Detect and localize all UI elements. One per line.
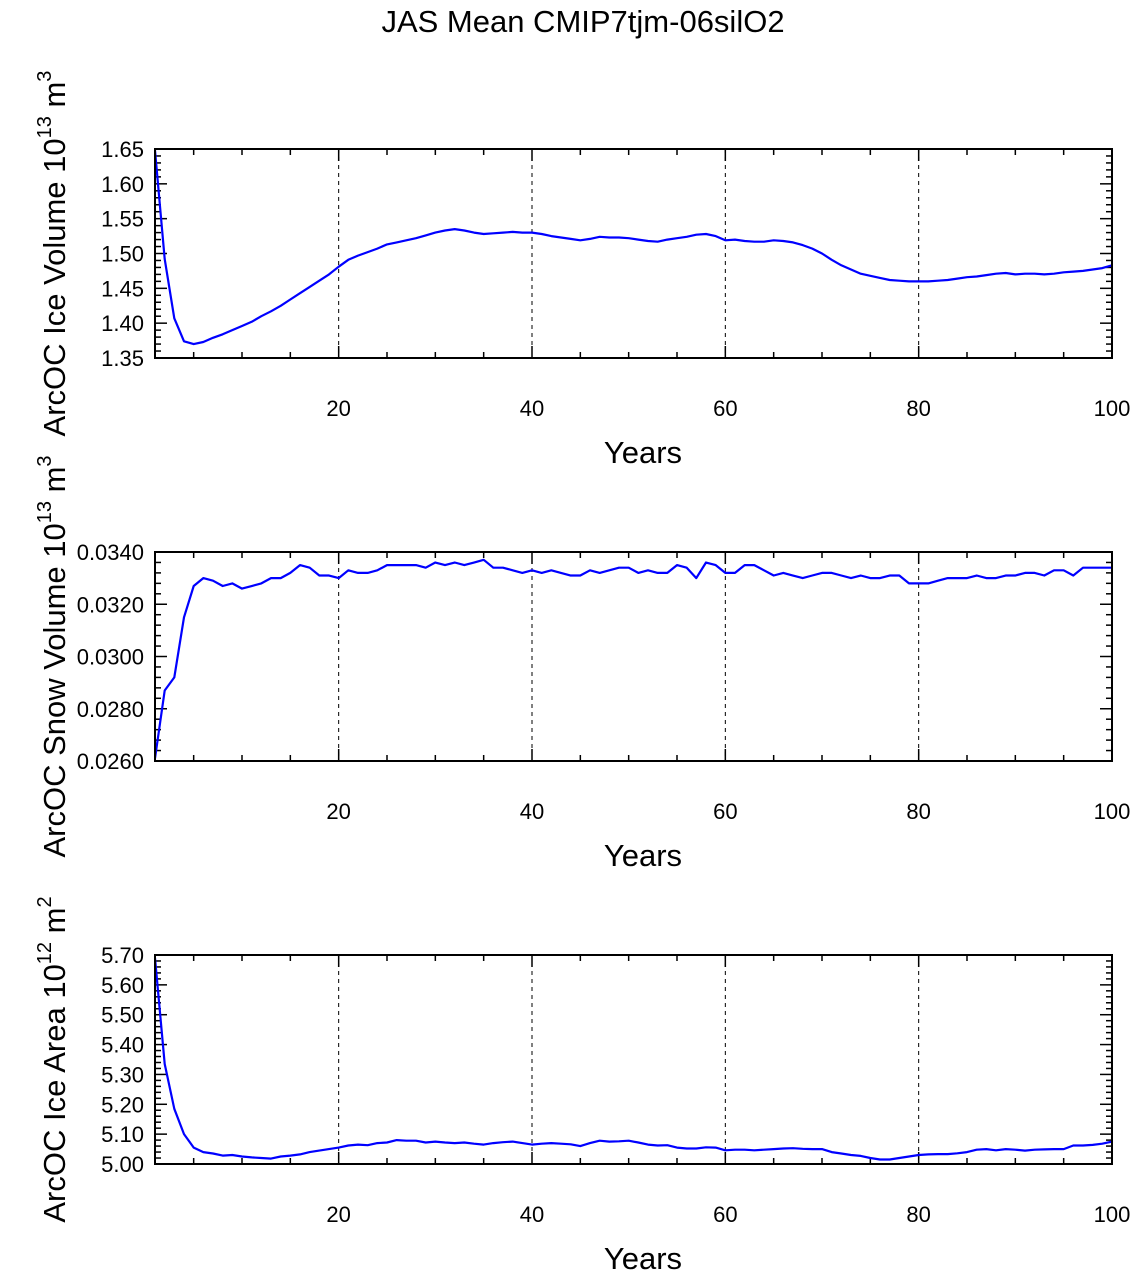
ice-area-ylabel-part-0: ArcOC Ice Area 10 [37,964,72,1222]
ice-volume-plot-frame [154,148,1113,359]
ice-area-xtick-label: 60 [713,1202,737,1227]
ice-area-ylabel-part-3: 2 [34,896,56,907]
snow-volume-ytick-label: 0.0300 [77,645,144,670]
ice-area-xtick-label: 20 [326,1202,350,1227]
ice-area-ylabel-part-1: 12 [34,942,56,964]
snow-volume-xtick-label: 80 [906,799,930,824]
ice-area-xtick-label: 100 [1094,1202,1131,1227]
ice-area-ytick-label: 5.30 [101,1062,144,1087]
ice-volume-xtick-label: 80 [906,396,930,421]
ice-volume-series-line [155,150,1112,346]
ice-area-ytick-label: 5.00 [101,1152,144,1177]
snow-volume-ylabel-part-2: m [37,467,72,501]
ice-area-xlabel: Years [604,1241,682,1274]
ice-area-plot-frame [154,954,1113,1165]
ice-volume-ytick-label: 1.35 [101,346,144,371]
ice-volume-panel: 20 40 60 80 100 1.35 1.40 1.45 1.50 1.55 1.60 1.65 Y… [34,71,1130,470]
ice-area-ytick-label: 5.20 [101,1092,144,1117]
snow-volume-xtick-label: 40 [520,799,544,824]
ice-volume-ylabel-part-1: 13 [34,116,56,138]
panels: 20 40 60 80 100 1.35 1.40 1.45 1.50 1.55 1.60 1.65 Y… [34,71,1130,1274]
ice-volume-ytick-label: 1.60 [101,172,144,197]
figure-title: JAS Mean CMIP7tjm-06silO2 [381,4,784,39]
ice-volume-xtick-label: 40 [520,396,544,421]
ice-volume-xlabel: Years [604,435,682,470]
snow-volume-series-line [155,558,1112,759]
ice-area-xtick-label: 80 [906,1202,930,1227]
ice-volume-xtick-label: 60 [713,396,737,421]
snow-volume-xtick-label: 20 [326,799,350,824]
ice-area-panel: 20 40 60 80 100 5.00 5.10 5.20 5.30 5.40 5.50 5.60 5… [34,896,1130,1274]
snow-volume-ylabel-part-1: 13 [34,501,56,523]
ice-area-ytick-label: 5.40 [101,1033,144,1058]
ice-area-ytick-label: 5.10 [101,1122,144,1147]
snow-volume-plot-frame [154,551,1113,762]
ice-area-xtick-label: 40 [520,1202,544,1227]
snow-volume-ytick-label: 0.0320 [77,592,144,617]
ice-volume-ylabel: ArcOC Ice Volume 1013 m3 [34,71,72,437]
ice-volume-xtick-label: 20 [326,396,350,421]
ice-volume-ylabel-part-2: m [37,82,72,116]
ice-area-ylabel: ArcOC Ice Area 1012 m2 [34,896,72,1222]
snow-volume-ylabel-part-3: 3 [34,455,56,466]
snow-volume-xlabel: Years [604,838,682,873]
ice-volume-ytick-label: 1.55 [101,207,144,232]
ice-volume-ylabel-part-3: 3 [34,71,56,82]
snow-volume-ylabel-part-0: ArcOC Snow Volume 10 [37,523,72,857]
snow-volume-ytick-label: 0.0340 [77,540,144,565]
ice-volume-ytick-label: 1.50 [101,242,144,267]
snow-volume-ytick-label: 0.0260 [77,749,144,774]
ice-volume-xtick-label: 100 [1094,396,1131,421]
ice-volume-ytick-label: 1.65 [101,137,144,162]
ice-area-ytick-label: 5.60 [101,973,144,998]
ice-area-ylabel-part-2: m [37,907,72,941]
ice-volume-ytick-label: 1.45 [101,276,144,301]
ice-area-ytick-label: 5.50 [101,1003,144,1028]
ice-area-series-line [155,957,1112,1161]
ice-volume-ylabel-part-0: ArcOC Ice Volume 10 [37,138,72,436]
snow-volume-panel: 20 40 60 80 100 0.0260 0.0280 0.0300 0.0320 0.034… [34,455,1130,873]
ice-area-ytick-label: 5.70 [101,943,144,968]
snow-volume-ytick-label: 0.0280 [77,697,144,722]
snow-volume-xtick-label: 100 [1094,799,1131,824]
snow-volume-xtick-label: 60 [713,799,737,824]
ice-volume-ytick-label: 1.40 [101,311,144,336]
snow-volume-ylabel: ArcOC Snow Volume 1013 m3 [34,455,72,857]
